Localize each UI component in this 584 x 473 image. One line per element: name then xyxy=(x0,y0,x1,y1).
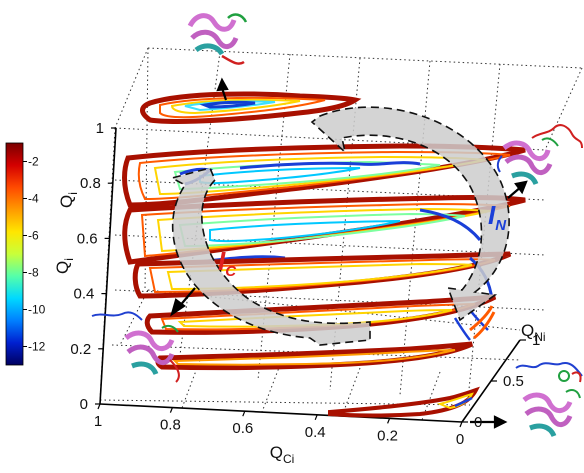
state-label-in: IN xyxy=(488,200,507,234)
colorbar-tick-label: -6 xyxy=(28,229,39,243)
x-tick-label: 0.6 xyxy=(232,420,253,437)
folding-pathway-arrows xyxy=(169,106,510,346)
colorbar-label: Qi xyxy=(53,258,76,274)
contour-slice-bottom xyxy=(328,386,480,418)
x-tick-label: 0.2 xyxy=(377,427,398,444)
x-tick-label: 0.4 xyxy=(305,424,326,441)
x-tick-label: 0.8 xyxy=(160,417,181,434)
protein-top-icon xyxy=(187,13,248,65)
z-tick-label: 0.5 xyxy=(503,373,524,390)
colorbar-ticks: -2 -4 -6 -8 -10 -12 xyxy=(23,155,46,354)
contour-slice-top xyxy=(140,91,362,124)
y-axis-ticks: 1 0.8 0.6 0.4 0.2 0 xyxy=(70,120,116,413)
y-tick-label: 0.4 xyxy=(74,286,95,303)
contour-slice-5 xyxy=(155,305,496,371)
x-axis-ticks: 1 0.8 0.6 0.4 0.2 0 xyxy=(94,403,464,448)
x-tick-label: 1 xyxy=(94,413,102,430)
y-tick-label: 1 xyxy=(96,120,104,137)
protein-bottom-right-icon xyxy=(515,362,583,438)
protein-left-icon xyxy=(91,311,180,383)
colorbar-tick-label: -8 xyxy=(28,266,39,280)
colorbar-bar xyxy=(5,142,24,366)
x-tick-label: 0 xyxy=(456,431,464,448)
protein-right-icon xyxy=(496,124,583,186)
z-tick-label: 1 xyxy=(532,332,540,349)
colorbar-tick-label: -12 xyxy=(28,340,46,354)
pointer-arrows xyxy=(170,77,528,429)
colorbar: -2 -4 -6 -8 -10 -12 Qi xyxy=(5,142,76,366)
colorbar-tick-label: -10 xyxy=(28,303,46,317)
y-tick-label: 0.6 xyxy=(77,230,98,247)
svg-text:IC: IC xyxy=(218,246,237,280)
solid-axes xyxy=(99,127,521,423)
y-tick-label: 0.2 xyxy=(70,341,91,358)
x-axis-label: QCi xyxy=(270,443,295,466)
z-axis-ticks: 10.50 xyxy=(462,332,540,431)
y-tick-label: 0 xyxy=(80,396,88,413)
z-axis-label: QNi xyxy=(521,321,546,344)
colorbar-tick-label: -2 xyxy=(28,155,39,169)
colorbar-tick-label: -4 xyxy=(28,192,39,206)
y-axis-label: Qi xyxy=(57,192,80,208)
state-label-ic: IC xyxy=(218,246,237,280)
svg-text:IN: IN xyxy=(488,200,507,234)
z-tick-label: 0 xyxy=(474,414,482,431)
y-tick-label: 0.8 xyxy=(80,175,101,192)
